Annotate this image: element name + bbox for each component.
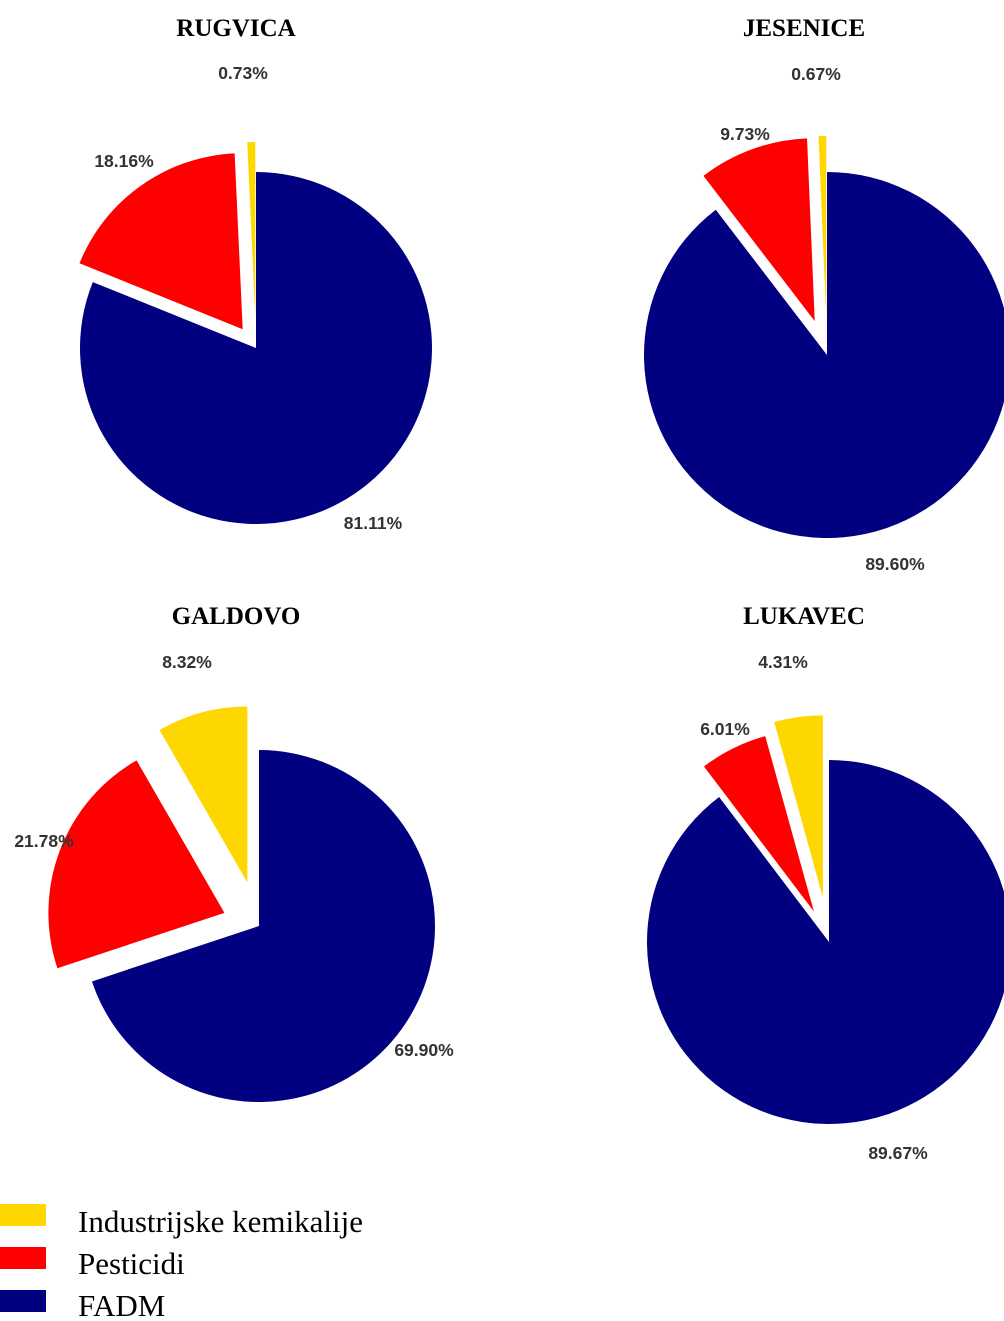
slice-galdovo-industrijske-kemikalije (159, 706, 248, 883)
slice-lukavec-pesticidi (703, 736, 814, 912)
label-rugvica-pesticidi: 18.16% (94, 151, 154, 171)
label-jesenice-pesticidi: 9.73% (720, 124, 770, 144)
slice-jesenice-fadm (644, 172, 1004, 538)
legend-label-fadm: FADM (78, 1288, 165, 1321)
slice-rugvica-pesticidi (79, 153, 243, 330)
legend-label-pesticidi: Pesticidi (78, 1246, 185, 1281)
legend: Industrijske kemikalije Pesticidi FADM (0, 1204, 363, 1321)
label-rugvica-industrijske-kemikalije: 0.73% (218, 63, 268, 83)
legend-swatch-pesticidi (0, 1247, 46, 1269)
slice-galdovo-pesticidi (48, 760, 225, 969)
slice-rugvica-industrijske-kemikalije (247, 142, 256, 319)
label-jesenice-fadm: 89.60% (865, 554, 925, 574)
legend-swatch-fadm (0, 1290, 46, 1312)
pie-chart-lukavec: LUKAVEC 4.31% 6.01% 89.67% (647, 603, 1004, 1163)
legend-label-industrijske-kemikalije: Industrijske kemikalije (78, 1204, 363, 1239)
chart-title-galdovo: GALDOVO (172, 603, 301, 630)
chart-title-jesenice: JESENICE (743, 15, 865, 42)
chart-title-rugvica: RUGVICA (176, 15, 295, 42)
pie-chart-galdovo: GALDOVO 8.32% 21.78% 69.90% (14, 603, 454, 1103)
label-jesenice-industrijske-kemikalije: 0.67% (791, 64, 841, 84)
pie-chart-rugvica: RUGVICA 0.73% 18.16% 81.11% (79, 15, 432, 533)
chart-title-lukavec: LUKAVEC (743, 603, 865, 630)
label-galdovo-industrijske-kemikalije: 8.32% (162, 652, 212, 672)
slice-jesenice-pesticidi (703, 138, 815, 322)
slice-jesenice-industrijske-kemikalije (818, 136, 827, 320)
legend-swatch-industrijske-kemikalije (0, 1204, 46, 1226)
slice-lukavec-fadm (647, 760, 1004, 1124)
label-lukavec-pesticidi: 6.01% (700, 719, 750, 739)
slice-rugvica-fadm (79, 172, 432, 524)
label-galdovo-fadm: 69.90% (394, 1040, 454, 1060)
label-galdovo-pesticidi: 21.78% (14, 831, 74, 851)
pie-chart-jesenice: JESENICE 0.67% 9.73% 89.60% (644, 15, 1004, 574)
label-lukavec-industrijske-kemikalije: 4.31% (758, 652, 808, 672)
slice-lukavec-industrijske-kemikalije (774, 715, 823, 898)
label-rugvica-fadm: 81.11% (344, 513, 403, 533)
slice-galdovo-fadm (91, 750, 436, 1103)
label-lukavec-fadm: 89.67% (868, 1143, 928, 1163)
